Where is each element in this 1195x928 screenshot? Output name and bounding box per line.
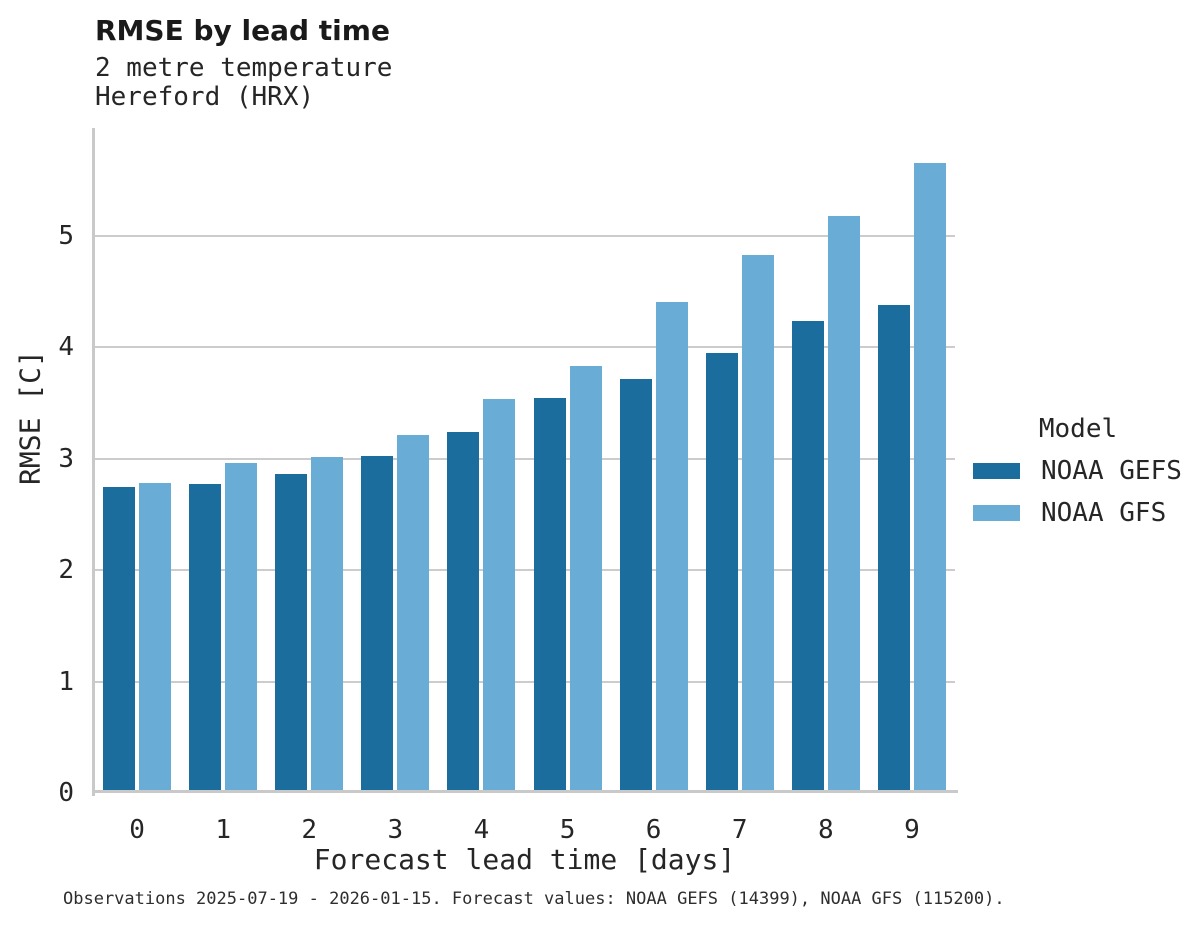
x-tick-label-9: 9 xyxy=(904,815,920,845)
x-axis-spine xyxy=(92,790,958,793)
legend-swatch-noaa-gfs xyxy=(973,505,1020,521)
chart-title: RMSE by lead time xyxy=(95,14,390,47)
y-axis-label: RMSE [C] xyxy=(13,350,47,486)
footer-note: Observations 2025-07-19 - 2026-01-15. Fo… xyxy=(63,889,1005,909)
bars-layer xyxy=(94,128,955,793)
bar-noaa-gfs-lead-4 xyxy=(483,398,516,793)
bar-group-lead-8 xyxy=(783,128,869,793)
y-tick-label-0: 0 xyxy=(58,778,74,808)
bar-noaa-gfs-lead-2 xyxy=(311,456,344,793)
bar-noaa-gefs-lead-4 xyxy=(447,432,480,793)
y-tick-label-2: 2 xyxy=(58,555,74,586)
bar-noaa-gefs-lead-2 xyxy=(275,474,308,793)
bar-noaa-gefs-lead-9 xyxy=(877,305,910,793)
legend-label-noaa-gfs: NOAA GFS xyxy=(1041,498,1167,528)
gridline-y-4 xyxy=(94,346,955,349)
legend-item-noaa-gefs: NOAA GEFS xyxy=(973,456,1183,486)
bar-noaa-gefs-lead-5 xyxy=(533,397,566,793)
x-tick-label-4: 4 xyxy=(473,815,490,845)
x-axis-label: Forecast lead time [days] xyxy=(313,843,736,876)
legend: Model NOAA GEFS NOAA GFS xyxy=(973,414,1183,528)
bar-group-lead-7 xyxy=(697,128,783,793)
bar-noaa-gfs-lead-8 xyxy=(827,216,860,793)
bar-noaa-gefs-lead-1 xyxy=(189,484,222,793)
bar-group-lead-6 xyxy=(611,128,697,793)
bar-group-lead-9 xyxy=(869,128,955,793)
bar-noaa-gefs-lead-6 xyxy=(619,378,652,793)
gridline-y-5 xyxy=(94,235,955,238)
bar-noaa-gfs-lead-1 xyxy=(225,463,258,793)
x-tick-labels: 0 1 2 3 4 5 6 7 8 9 xyxy=(94,815,955,845)
gridline-y-3 xyxy=(94,457,955,460)
bar-group-lead-1 xyxy=(180,128,266,793)
y-axis-spine xyxy=(92,128,95,796)
legend-items: NOAA GEFS NOAA GFS xyxy=(973,456,1183,528)
bar-noaa-gefs-lead-7 xyxy=(705,353,738,793)
gridline-y-1 xyxy=(94,680,955,683)
legend-swatch-noaa-gefs xyxy=(973,463,1020,479)
x-tick-label-1: 1 xyxy=(215,815,231,845)
x-tick-label-3: 3 xyxy=(387,815,404,845)
bar-noaa-gfs-lead-9 xyxy=(913,162,946,793)
y-tick-label-4: 4 xyxy=(58,332,74,363)
y-tick-label-5: 5 xyxy=(58,221,74,252)
bar-noaa-gefs-lead-3 xyxy=(361,455,394,793)
bar-group-lead-2 xyxy=(266,128,352,793)
chart-subtitle-variable: 2 metre temperature xyxy=(95,52,393,83)
x-tick-label-7: 7 xyxy=(731,815,748,845)
legend-title: Model xyxy=(1038,414,1118,444)
x-tick-label-6: 6 xyxy=(645,815,662,845)
bar-noaa-gfs-lead-6 xyxy=(655,301,688,793)
bar-noaa-gefs-lead-8 xyxy=(791,320,824,793)
bar-noaa-gefs-lead-0 xyxy=(103,486,136,793)
bar-group-lead-3 xyxy=(352,128,438,793)
bar-noaa-gfs-lead-3 xyxy=(397,435,430,793)
plot-area: 0 1 2 3 4 5 0 1 2 3 4 5 6 7 8 9 Forecast lead time [da… xyxy=(14,128,958,876)
legend-label-noaa-gefs: NOAA GEFS xyxy=(1041,456,1182,486)
y-tick-label-1: 1 xyxy=(58,666,74,697)
x-tick-label-5: 5 xyxy=(559,815,576,845)
y-tick-label-3: 3 xyxy=(58,443,74,474)
legend-item-noaa-gfs: NOAA GFS xyxy=(973,498,1183,528)
bar-noaa-gfs-lead-7 xyxy=(741,255,774,793)
chart-header: RMSE by lead time 2 metre temperature He… xyxy=(95,14,393,112)
x-tick-label-0: 0 xyxy=(129,815,145,845)
x-tick-label-2: 2 xyxy=(301,815,318,845)
x-tick-label-8: 8 xyxy=(817,815,834,845)
gridline-y-2 xyxy=(94,569,955,572)
bar-group-lead-5 xyxy=(524,128,610,793)
bar-group-lead-0 xyxy=(94,128,180,793)
bar-noaa-gfs-lead-0 xyxy=(139,483,172,793)
chart-subtitle-station: Hereford (HRX) xyxy=(95,81,315,112)
bar-noaa-gfs-lead-5 xyxy=(569,366,602,793)
bar-group-lead-4 xyxy=(438,128,524,793)
